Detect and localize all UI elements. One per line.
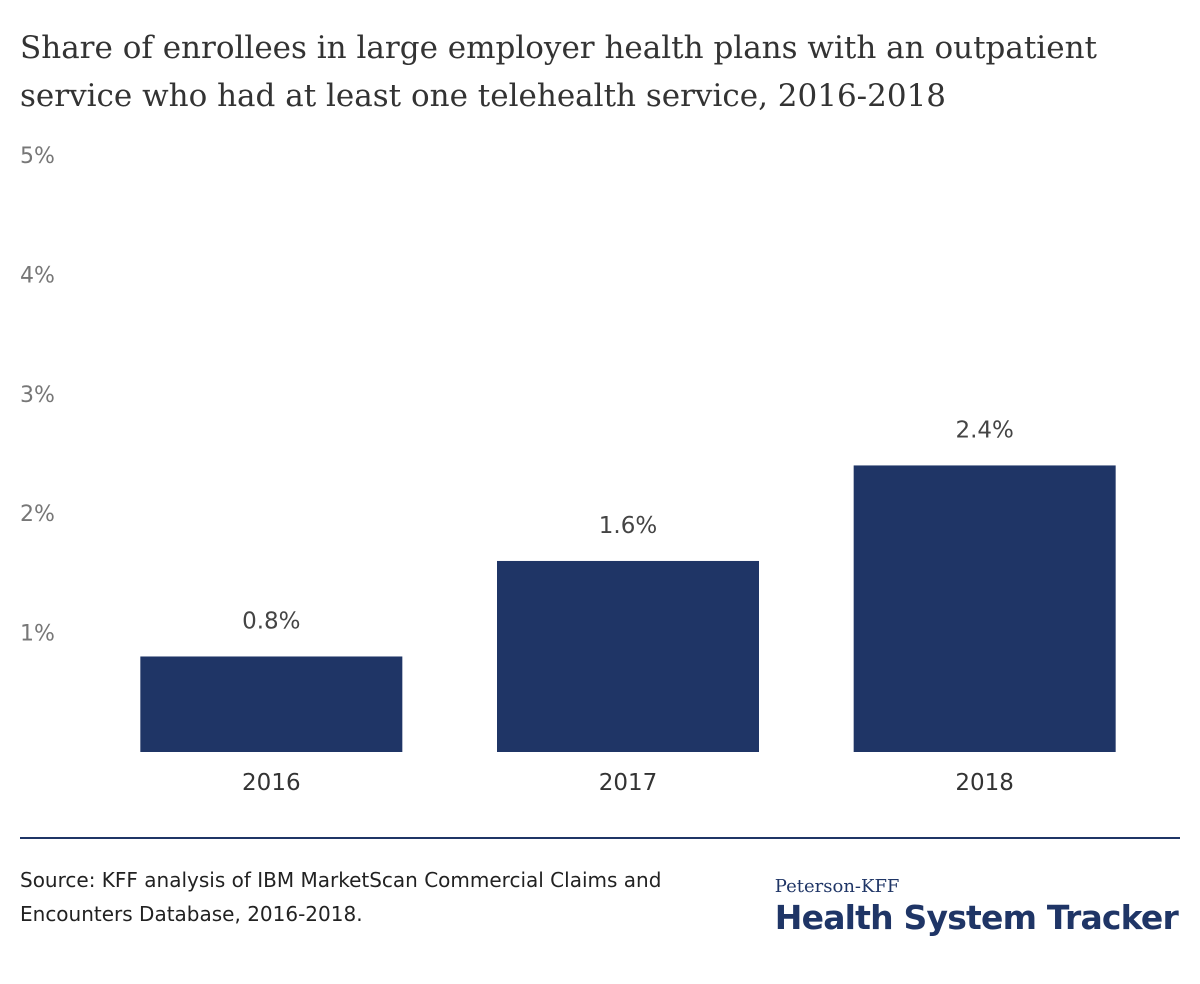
data-label-2017: 1.6% xyxy=(599,513,657,539)
y-tick-label: 1% xyxy=(20,622,55,647)
footer-divider xyxy=(20,837,1180,839)
data-label-2016: 0.8% xyxy=(242,608,300,634)
x-tick-label-2018: 2018 xyxy=(955,770,1014,796)
x-tick-label-2017: 2017 xyxy=(599,770,658,796)
data-label-2018: 2.4% xyxy=(955,417,1013,443)
y-tick-label: 3% xyxy=(20,383,55,408)
bar-2016 xyxy=(140,656,403,752)
source-note: Source: KFF analysis of IBM MarketScan C… xyxy=(20,868,662,926)
y-tick-label: 4% xyxy=(20,263,55,288)
y-tick-label: 5% xyxy=(20,144,55,169)
bar-2018 xyxy=(853,465,1116,752)
x-tick-label-2016: 2016 xyxy=(242,770,301,796)
bar-2017 xyxy=(497,560,759,752)
y-tick-label: 2% xyxy=(20,502,55,527)
chart-title: Share of enrollees in large employer hea… xyxy=(20,30,1097,114)
brand-top-text: Peterson-KFF xyxy=(774,876,900,897)
brand-logo: Peterson-KFF Health System Tracker xyxy=(774,876,1179,938)
bar-chart: 1% 2% 3% 4% 5% 0.8% 2016 1.6% 2017 2.4% 2018 xyxy=(20,144,1116,796)
brand-main-text: Health System Tracker xyxy=(774,898,1179,937)
